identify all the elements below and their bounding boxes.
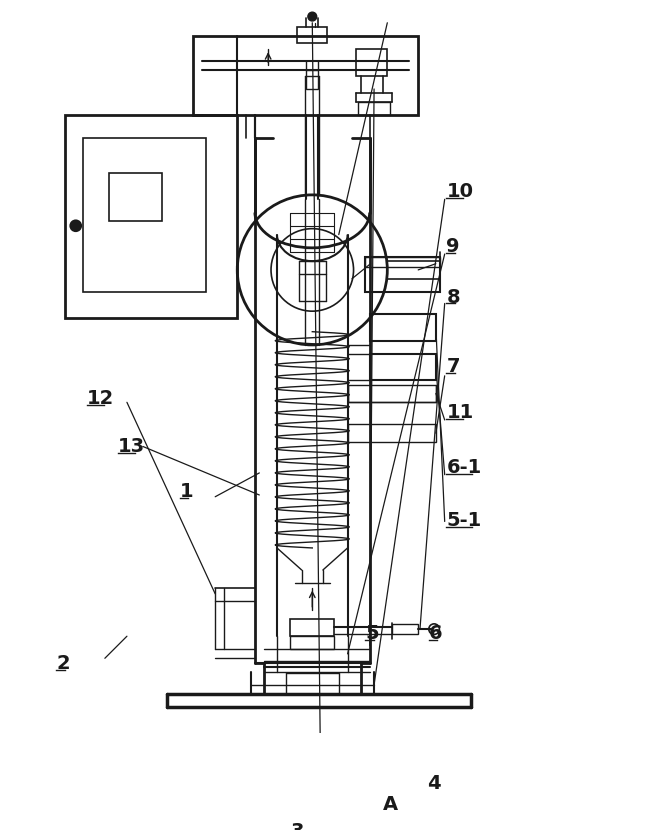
Bar (365, 256, 440, 267)
Bar (306, 70, 318, 89)
Bar (65, 115, 237, 319)
Circle shape (71, 221, 81, 231)
Text: 2: 2 (56, 654, 70, 673)
Bar (193, 36, 418, 115)
Text: 5-1: 5-1 (446, 511, 482, 530)
Text: A: A (383, 795, 398, 814)
Text: 4: 4 (427, 774, 441, 793)
Bar (358, 102, 390, 115)
Bar (109, 173, 162, 222)
Bar (357, 49, 387, 76)
Text: 10: 10 (446, 182, 473, 201)
Bar (347, 424, 436, 442)
Bar (370, 314, 436, 340)
Text: 11: 11 (446, 403, 474, 422)
Bar (83, 138, 206, 292)
Text: 6-1: 6-1 (446, 458, 482, 477)
Bar (290, 618, 334, 637)
Bar (297, 27, 328, 43)
Text: 13: 13 (118, 437, 145, 456)
Bar (391, 624, 418, 634)
Text: 3: 3 (290, 822, 304, 830)
Text: 12: 12 (87, 389, 115, 408)
Circle shape (308, 12, 317, 21)
Text: 9: 9 (446, 237, 460, 256)
Text: 7: 7 (446, 357, 460, 376)
Bar (290, 637, 334, 649)
Bar (365, 256, 440, 292)
Bar (347, 384, 436, 403)
Text: 1: 1 (180, 481, 194, 500)
Text: 5: 5 (365, 624, 379, 643)
Text: 8: 8 (446, 287, 460, 306)
Bar (370, 354, 436, 380)
Text: 6: 6 (429, 624, 442, 643)
